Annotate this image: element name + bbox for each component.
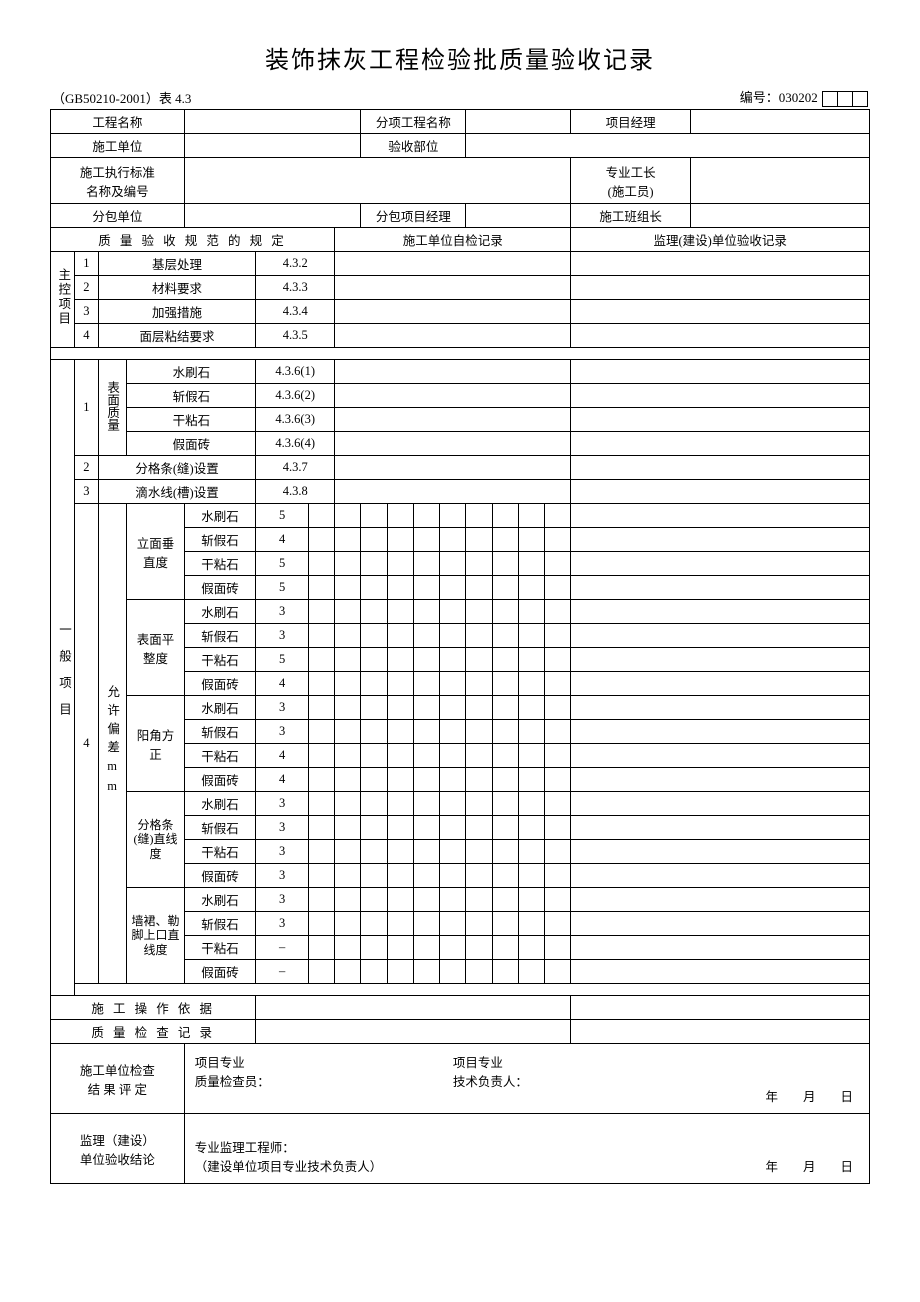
label-subcontract: 分包单位: [51, 204, 185, 228]
row-construction-check: 施工单位检查 结 果 评 定 项目专业 质量检查员： 项目专业 技术负责人： 年…: [51, 1044, 870, 1114]
mc-row-3: 3 加强措施 4.3.4: [51, 300, 870, 324]
g1-row-1: 一般项目 1 表面质量 水刷石 4.3.6(1): [51, 360, 870, 384]
signature-block-1[interactable]: 项目专业 质量检查员： 项目专业 技术负责人： 年 月 日: [184, 1044, 869, 1114]
row-quality-check: 质 量 检 查 记 录: [51, 1020, 870, 1044]
mc-row-1: 主控项目 1 基层处理 4.3.2: [51, 252, 870, 276]
input-team-leader[interactable]: [690, 204, 869, 228]
label-sub-pm: 分包项目经理: [361, 204, 466, 228]
row-subcontract: 分包单位 分包项目经理 施工班组长: [51, 204, 870, 228]
g-n-4: 4: [74, 504, 98, 984]
header-supervision: 监理(建设)单位验收记录: [571, 228, 870, 252]
document-number: 编号：030202: [740, 87, 868, 107]
label-supervision-conclusion: 监理（建设） 单位验收结论: [51, 1114, 185, 1184]
label-project-manager: 项目经理: [571, 110, 690, 134]
input-foreman[interactable]: [690, 158, 869, 204]
mc-row-2: 2 材料要求 4.3.3: [51, 276, 870, 300]
mc-sup-1[interactable]: [571, 252, 870, 276]
row-section-headers: 质 量 验 收 规 范 的 规 定 施工单位自检记录 监理(建设)单位验收记录: [51, 228, 870, 252]
label-main-control: 主控项目: [51, 252, 75, 348]
label-construction-check: 施工单位检查 结 果 评 定: [51, 1044, 185, 1114]
input-project-name[interactable]: [184, 110, 361, 134]
label-sub-project: 分项工程名称: [361, 110, 466, 134]
label-construction-unit: 施工单位: [51, 134, 185, 158]
header-self-check: 施工单位自检记录: [335, 228, 571, 252]
label-quality-check: 质 量 检 查 记 录: [51, 1020, 256, 1044]
spacer-row-1: [51, 348, 870, 360]
standard-code: （GB50210-2001）表 4.3: [52, 88, 191, 107]
header-meta: （GB50210-2001）表 4.3 编号：030202: [50, 87, 870, 107]
label-standard: 施工执行标准 名称及编号: [51, 158, 185, 204]
row-project-name: 工程名称 分项工程名称 项目经理: [51, 110, 870, 134]
g-row-2: 2 分格条(缝)设置 4.3.7: [51, 456, 870, 480]
mc-n-1: 1: [74, 252, 98, 276]
label-tolerance: 允许偏差mm: [98, 504, 127, 984]
label-general: 一般项目: [51, 360, 75, 996]
label-op-basis: 施 工 操 作 依 据: [51, 996, 256, 1020]
header-quality-spec: 质 量 验 收 规 范 的 规 定: [51, 228, 335, 252]
input-sub-project[interactable]: [466, 110, 571, 134]
mc-ref-1: 4.3.2: [256, 252, 335, 276]
input-subcontract[interactable]: [184, 204, 361, 228]
label-team-leader: 施工班组长: [571, 204, 690, 228]
g-row-3: 3 滴水线(槽)设置 4.3.8: [51, 480, 870, 504]
mc-name-1: 基层处理: [98, 252, 256, 276]
row-op-basis: 施 工 操 作 依 据: [51, 996, 870, 1020]
g-n-1: 1: [74, 360, 98, 456]
mc-check-1[interactable]: [335, 252, 571, 276]
tol-row: 4 允许偏差mm 立面垂直度 水刷石5: [51, 504, 870, 528]
input-construction-unit[interactable]: [184, 134, 361, 158]
label-acceptance-part: 验收部位: [361, 134, 466, 158]
page-title: 装饰抹灰工程检验批质量验收记录: [50, 40, 870, 75]
mc-row-4: 4 面层粘结要求 4.3.5: [51, 324, 870, 348]
label-surface-quality: 表面质量: [98, 360, 127, 456]
number-boxes: [823, 91, 868, 107]
signature-block-2[interactable]: 专业监理工程师： （建设单位项目专业技术负责人） 年 月 日: [184, 1114, 869, 1184]
input-standard[interactable]: [184, 158, 571, 204]
main-table: 工程名称 分项工程名称 项目经理 施工单位 验收部位 施工执行标准 名称及编号 …: [50, 109, 870, 1184]
spacer-row-2: [51, 984, 870, 996]
label-project-name: 工程名称: [51, 110, 185, 134]
input-project-manager[interactable]: [690, 110, 869, 134]
input-sub-pm[interactable]: [466, 204, 571, 228]
label-foreman: 专业工长 (施工员): [571, 158, 690, 204]
input-acceptance-part[interactable]: [466, 134, 870, 158]
row-supervision-conclusion: 监理（建设） 单位验收结论 专业监理工程师： （建设单位项目专业技术负责人） 年…: [51, 1114, 870, 1184]
row-construction-unit: 施工单位 验收部位: [51, 134, 870, 158]
row-standard: 施工执行标准 名称及编号 专业工长 (施工员): [51, 158, 870, 204]
